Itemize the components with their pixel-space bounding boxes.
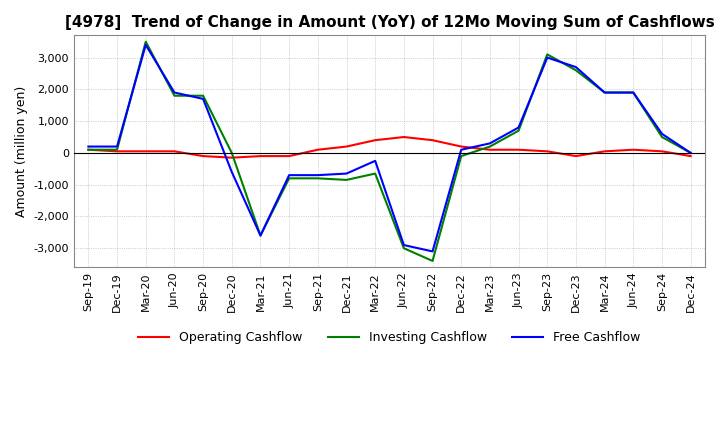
Legend: Operating Cashflow, Investing Cashflow, Free Cashflow: Operating Cashflow, Investing Cashflow, … [133,326,646,349]
Free Cashflow [228,169,236,175]
Operating Cashflow [686,154,695,159]
Operating Cashflow [428,138,437,143]
Line: Investing Cashflow: Investing Cashflow [89,42,690,261]
Investing Cashflow [686,150,695,156]
Free Cashflow [457,147,466,152]
Operating Cashflow [485,147,494,152]
Investing Cashflow [199,93,207,99]
Investing Cashflow [400,246,408,251]
Line: Free Cashflow: Free Cashflow [89,45,690,251]
Investing Cashflow [285,176,294,181]
Free Cashflow [371,158,379,164]
Free Cashflow [285,172,294,178]
Operating Cashflow [256,154,265,159]
Operating Cashflow [84,147,93,152]
Investing Cashflow [572,68,580,73]
Free Cashflow [199,96,207,102]
Operating Cashflow [629,147,638,152]
Free Cashflow [514,125,523,130]
Investing Cashflow [228,150,236,156]
Free Cashflow [657,131,666,136]
Title: [4978]  Trend of Change in Amount (YoY) of 12Mo Moving Sum of Cashflows: [4978] Trend of Change in Amount (YoY) o… [65,15,714,30]
Free Cashflow [572,65,580,70]
Operating Cashflow [400,134,408,139]
Operating Cashflow [170,149,179,154]
Free Cashflow [629,90,638,95]
Free Cashflow [113,144,122,149]
Operating Cashflow [543,149,552,154]
Investing Cashflow [84,147,93,152]
Operating Cashflow [600,149,609,154]
Free Cashflow [600,90,609,95]
Operating Cashflow [342,144,351,149]
Operating Cashflow [199,154,207,159]
Free Cashflow [428,249,437,254]
Investing Cashflow [514,128,523,133]
Operating Cashflow [113,149,122,154]
Investing Cashflow [371,171,379,176]
Free Cashflow [84,144,93,149]
Investing Cashflow [428,258,437,264]
Operating Cashflow [285,154,294,159]
Operating Cashflow [572,154,580,159]
Line: Operating Cashflow: Operating Cashflow [89,137,690,158]
Investing Cashflow [543,52,552,57]
Investing Cashflow [485,144,494,149]
Investing Cashflow [113,147,122,152]
Free Cashflow [256,233,265,238]
Operating Cashflow [141,149,150,154]
Free Cashflow [400,242,408,248]
Investing Cashflow [256,233,265,238]
Free Cashflow [485,141,494,146]
Investing Cashflow [657,134,666,139]
Free Cashflow [141,42,150,48]
Investing Cashflow [457,154,466,159]
Free Cashflow [342,171,351,176]
Operating Cashflow [371,138,379,143]
Free Cashflow [686,150,695,156]
Operating Cashflow [228,155,236,160]
Y-axis label: Amount (million yen): Amount (million yen) [15,86,28,217]
Free Cashflow [170,90,179,95]
Investing Cashflow [342,177,351,183]
Operating Cashflow [457,144,466,149]
Investing Cashflow [313,176,322,181]
Investing Cashflow [141,39,150,44]
Free Cashflow [313,172,322,178]
Operating Cashflow [313,147,322,152]
Free Cashflow [543,55,552,60]
Investing Cashflow [629,90,638,95]
Operating Cashflow [657,149,666,154]
Investing Cashflow [170,93,179,99]
Investing Cashflow [600,90,609,95]
Operating Cashflow [514,147,523,152]
